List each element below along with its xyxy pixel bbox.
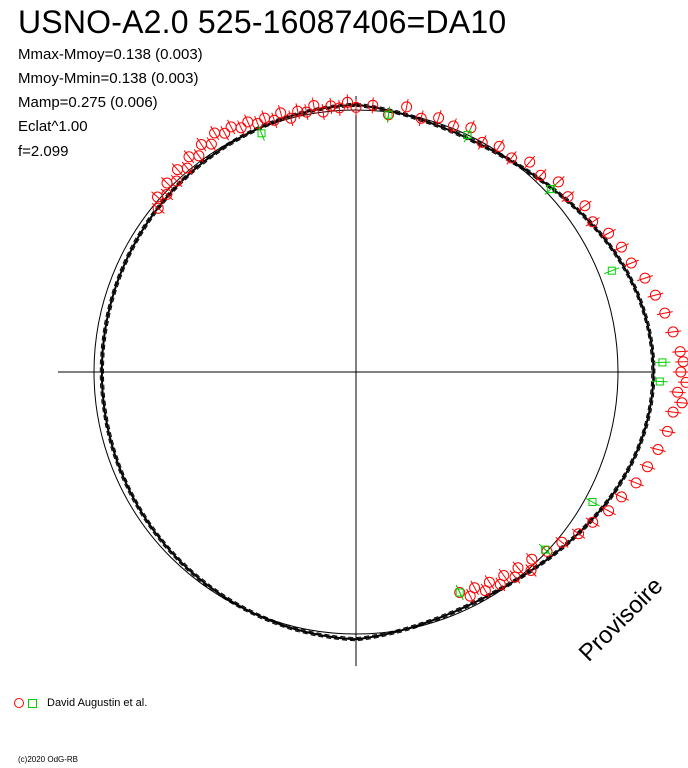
- square-point: [654, 358, 671, 367]
- circle-point: [219, 125, 231, 141]
- circle-point: [447, 118, 459, 134]
- square-point: [463, 127, 472, 143]
- circle-point: [578, 200, 592, 212]
- circle-point: [672, 346, 688, 358]
- square-point: [651, 377, 668, 386]
- circle-point: [494, 577, 506, 592]
- circle-point: [401, 99, 413, 115]
- circle-point: [525, 552, 538, 566]
- circle-point: [300, 104, 312, 120]
- circle-point: [476, 135, 488, 150]
- circle-point: [225, 119, 237, 135]
- axes: [58, 96, 654, 666]
- stat-mmax-mmoy: Mmax-Mmoy=0.138 (0.003): [18, 46, 203, 63]
- circle-point: [469, 580, 481, 596]
- legend-circle-marker: [14, 698, 24, 708]
- circle-point: [498, 568, 510, 583]
- circle-point: [242, 114, 254, 130]
- mean-curve-stroke: [100, 103, 655, 641]
- circle-point: [639, 461, 656, 473]
- circle-point: [628, 477, 644, 489]
- circle-point: [614, 491, 630, 503]
- circle-point: [367, 97, 379, 114]
- circle-point: [181, 161, 193, 175]
- legend-label: David Augustin et al.: [47, 697, 148, 709]
- circle-point: [268, 112, 280, 129]
- circle-point: [669, 386, 686, 398]
- circle-point: [235, 120, 247, 136]
- circle-point: [506, 151, 517, 165]
- data-points: [151, 94, 688, 604]
- circle-point: [534, 169, 547, 182]
- circle-point: [170, 174, 183, 188]
- circle-point: [193, 149, 205, 163]
- circle-point: [524, 155, 536, 169]
- stat-frequency: f=2.099: [18, 143, 69, 160]
- circle-point: [151, 202, 165, 214]
- circle-point: [672, 366, 688, 378]
- circle-point: [209, 125, 221, 141]
- circle-point: [493, 139, 505, 154]
- circle-point: [433, 110, 445, 126]
- circle-point: [275, 105, 287, 121]
- circle-point: [656, 307, 673, 319]
- circle-point: [674, 397, 688, 409]
- circle-point: [659, 425, 676, 437]
- circle-point: [342, 94, 353, 111]
- circle-point: [308, 97, 320, 114]
- credit: (c)2020 OdG-RB: [18, 755, 79, 764]
- circle-point: [571, 528, 586, 540]
- chart-title: USNO-A2.0 525-16087406=DA10: [18, 4, 507, 40]
- circle-point: [650, 444, 666, 455]
- square-point: [384, 106, 393, 123]
- circle-point: [677, 376, 688, 388]
- circle-point: [561, 191, 575, 203]
- square-point: [257, 125, 266, 141]
- circle-point: [160, 188, 174, 201]
- circle-point: [601, 505, 616, 517]
- circle-point: [614, 241, 630, 253]
- circle-point: [601, 227, 616, 239]
- circle-point: [623, 257, 639, 269]
- circle-point: [183, 150, 195, 164]
- circle-point: [647, 289, 664, 301]
- circle-point: [509, 570, 521, 584]
- circle-point: [637, 272, 653, 284]
- legend-square-marker: [28, 698, 37, 708]
- circle-point: [675, 356, 688, 368]
- circle-point: [415, 110, 427, 127]
- circle-point: [317, 104, 329, 121]
- circle-point: [464, 588, 476, 604]
- mean-curve: [99, 102, 656, 642]
- circle-point: [171, 163, 184, 176]
- circle-point: [292, 103, 304, 120]
- square-point: [544, 183, 557, 195]
- legend: David Augustin et al.: [14, 697, 147, 709]
- square-point: [455, 584, 464, 600]
- circle-point: [479, 583, 491, 598]
- stat-eclat: Eclat^1.00: [18, 118, 88, 135]
- square-point: [604, 266, 620, 275]
- circle-point: [350, 99, 362, 116]
- stat-mamp: Mamp=0.275 (0.006): [18, 94, 158, 111]
- circle-point: [285, 110, 297, 127]
- circle-point: [555, 536, 569, 548]
- circle-point: [525, 564, 537, 577]
- circle-point: [195, 137, 207, 152]
- circle-point: [205, 137, 217, 152]
- circle-point: [161, 177, 174, 190]
- circle-point: [665, 406, 682, 418]
- circle-point: [585, 216, 600, 228]
- square-point: [585, 497, 600, 507]
- stat-mmoy-mmin: Mmoy-Mmin=0.138 (0.003): [18, 70, 199, 87]
- circle-point: [325, 97, 337, 114]
- circle-point: [333, 99, 345, 116]
- circle-point: [483, 575, 495, 590]
- square-point: [538, 543, 552, 556]
- circle-point: [665, 326, 682, 338]
- mean-curve-stroke: [99, 102, 656, 642]
- circle-point: [585, 516, 600, 528]
